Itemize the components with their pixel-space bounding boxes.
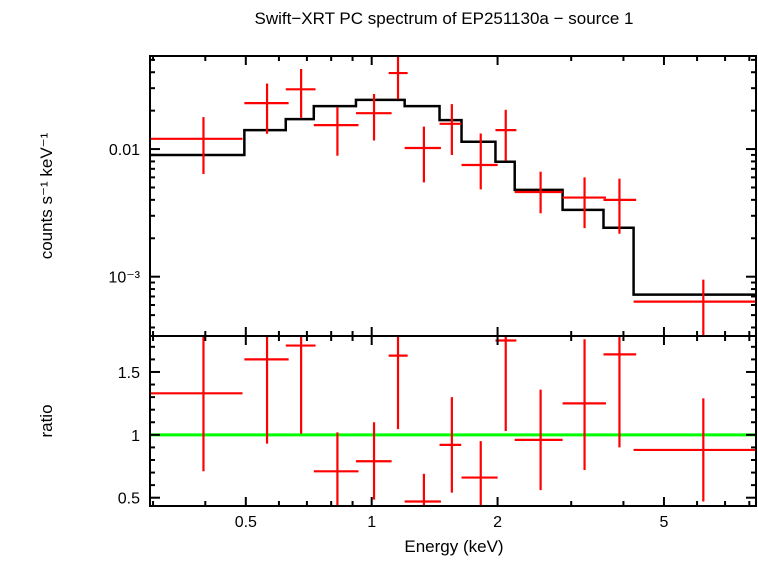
spectrum-data-point [439, 104, 462, 156]
y-tick-label: 0.5 [118, 491, 140, 508]
spectrum-data-point [461, 133, 498, 190]
ratio-data-point [439, 397, 462, 493]
chart-title: Swift−XRT PC spectrum of EP251130a − sou… [255, 9, 634, 28]
spectrum-data-point [495, 109, 517, 161]
spectrum-data-point [514, 171, 563, 214]
ratio-data-point [562, 339, 606, 471]
spectrum-data-point [355, 94, 392, 141]
ratio-data-point [355, 422, 392, 500]
ratio-data-point [514, 389, 563, 491]
spectrum-data-point [562, 177, 606, 229]
bottom-panel-frame [149, 335, 757, 507]
ratio-data-point [603, 336, 637, 448]
spectrum-data-point [313, 107, 359, 156]
x-axis-label: Energy (keV) [404, 537, 503, 556]
bottom-y-axis-label: ratio [37, 404, 56, 437]
spectrum-data-point [244, 83, 289, 134]
spectrum-data-point [404, 126, 441, 183]
spectrum-data-point [633, 279, 756, 336]
y-tick-label: 1 [131, 428, 140, 445]
ratio-data-point [404, 473, 441, 506]
spectrum-data-point [150, 117, 243, 174]
spectrum-data-point [603, 178, 637, 234]
ratio-data-point [150, 336, 243, 472]
bottom-panel-plot-area [150, 336, 756, 506]
top-y-axis-label: counts s⁻¹ keV⁻¹ [37, 132, 56, 259]
y-tick-label: 10⁻³ [108, 270, 140, 287]
x-tick-label: 0.5 [235, 514, 257, 531]
top-panel-plot-area [150, 56, 756, 336]
spectrum-data-point [285, 68, 316, 118]
ratio-data-point [461, 441, 498, 506]
model-step-line [150, 98, 756, 296]
ratio-data-point [495, 336, 517, 432]
ratio-data-point [313, 432, 359, 506]
x-tick-label: 5 [660, 514, 669, 531]
ratio-data-point [244, 336, 289, 444]
ratio-data-point [388, 336, 408, 430]
y-tick-label: 0.01 [109, 142, 140, 159]
y-tick-label: 1.5 [118, 365, 140, 382]
spectrum-data-point [388, 56, 408, 100]
x-tick-label: 2 [493, 514, 502, 531]
ratio-data-point [633, 398, 756, 502]
x-tick-label: 1 [367, 514, 376, 531]
ratio-data-point [285, 336, 316, 434]
